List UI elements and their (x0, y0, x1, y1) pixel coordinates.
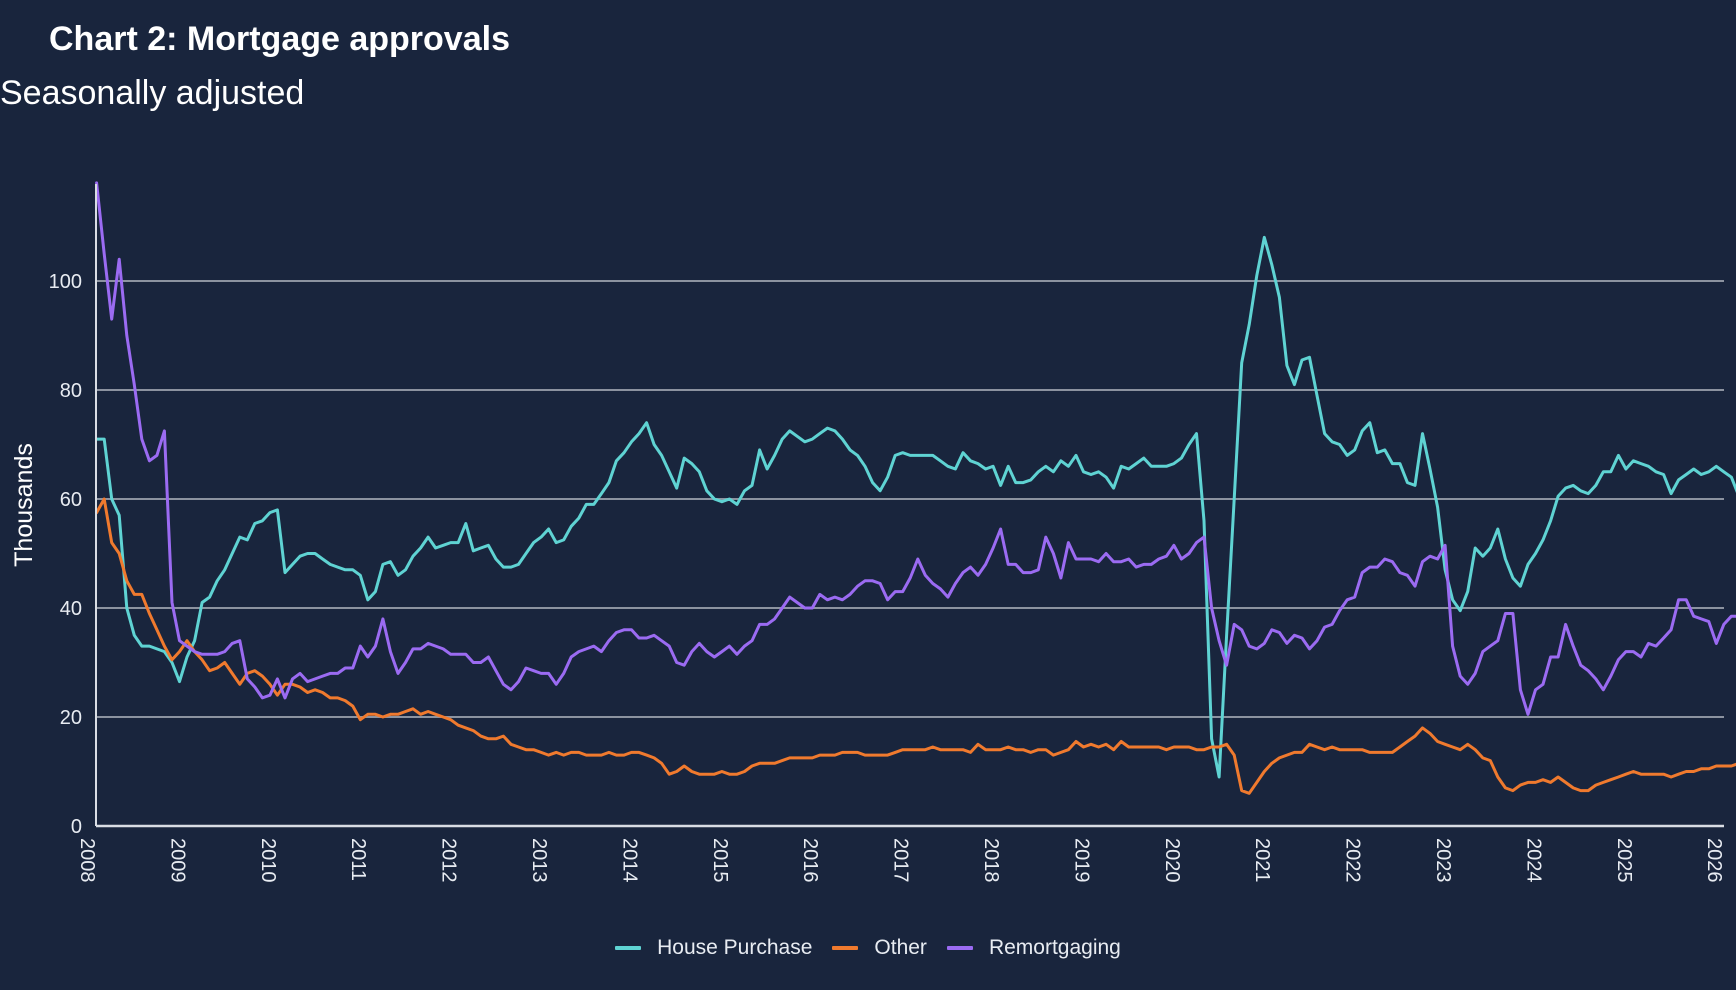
x-tick-label: 2017 (890, 838, 912, 883)
x-tick-labels: 2008 2009 2010 2011 2012 2013 2014 2015 2016 2017… (76, 838, 1725, 883)
legend-label: Remortgaging (988, 936, 1121, 959)
x-tick-label: 2023 (1432, 838, 1454, 883)
axes (95, 184, 1724, 828)
gridlines (96, 280, 1724, 718)
x-tick-label: 2012 (438, 838, 460, 883)
x-tick-label: 2019 (1070, 838, 1092, 883)
x-tick-label: 2020 (1161, 838, 1183, 883)
x-tick-label: 2008 (76, 838, 98, 883)
x-tick-label: 2010 (257, 838, 279, 883)
legend-item-other: Other (832, 936, 927, 960)
series-line-house-purchase (95, 235, 1736, 779)
series-line-remortgaging (95, 181, 1736, 716)
y-tick-labels: 0 20 40 60 80 100 (49, 271, 82, 838)
chart-subtitle: Seasonally adjusted (0, 74, 305, 112)
x-tick-label: 2013 (528, 838, 550, 883)
x-tick-label: 2021 (1251, 838, 1273, 883)
legend-label: House Purchase (657, 936, 813, 959)
y-tick-label: 100 (49, 271, 82, 293)
x-tick-label: 2016 (799, 838, 821, 883)
y-tick-label: 40 (60, 598, 82, 620)
line-chart: 0 20 40 60 80 100 2008 2009 2010 2011 2012 2013 201… (10, 181, 1736, 883)
series-lines (95, 181, 1736, 795)
y-axis-label: Thousands (10, 443, 38, 567)
series-line-other (95, 497, 1736, 795)
x-tick-label: 2009 (166, 838, 188, 883)
x-tick-label: 2011 (347, 838, 369, 881)
y-tick-label: 20 (60, 707, 82, 729)
legend-item-house-purchase: House Purchase (615, 936, 812, 960)
legend-swatch-other (832, 946, 859, 950)
x-tick-label: 2024 (1522, 838, 1544, 883)
x-tick-label: 2014 (618, 838, 640, 883)
x-tick-label: 2015 (709, 838, 731, 883)
legend-swatch-house-purchase (615, 946, 642, 950)
y-tick-label: 80 (60, 380, 82, 402)
x-tick-label: 2026 (1703, 838, 1725, 883)
y-tick-label: 0 (71, 816, 82, 838)
y-tick-label: 60 (60, 489, 82, 511)
chart-title: Chart 2: Mortgage approvals (49, 20, 510, 58)
x-tick-label: 2022 (1342, 838, 1364, 883)
legend: House Purchase Other Remortgaging (0, 930, 1736, 966)
x-tick-label: 2018 (980, 838, 1002, 883)
legend-label: Other (874, 936, 927, 959)
x-tick-label: 2025 (1613, 838, 1635, 883)
legend-item-remortgaging: Remortgaging (946, 936, 1121, 960)
legend-swatch-remortgaging (946, 946, 973, 950)
